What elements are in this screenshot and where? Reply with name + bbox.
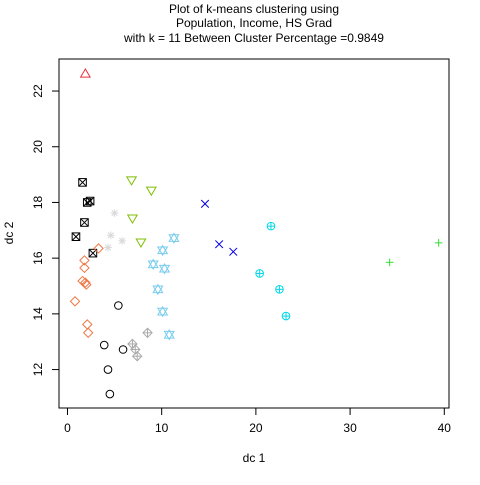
chart-title: Plot of k-means clustering using Populat… — [123, 2, 384, 45]
data-point — [114, 301, 123, 310]
y-tick-label: 16 — [31, 251, 45, 265]
y-tick-label: 22 — [31, 84, 45, 98]
data-point — [79, 68, 92, 78]
data-point — [80, 218, 89, 227]
y-tick-label: 20 — [31, 140, 45, 154]
data-point — [85, 196, 95, 206]
cluster-5 — [255, 221, 291, 321]
data-point — [168, 232, 180, 244]
data-point — [105, 389, 115, 399]
y-tick-label: 12 — [31, 363, 45, 377]
data-point — [104, 243, 112, 252]
cluster-4 — [200, 199, 238, 256]
data-point — [125, 176, 138, 186]
chart-title-line-3: with k = 11 Between Cluster Percentage =… — [123, 31, 384, 45]
data-point — [69, 296, 81, 307]
y-axis-label: dc 2 — [2, 221, 16, 244]
x-tick-label: 40 — [438, 421, 452, 435]
data-point — [126, 214, 139, 225]
cluster-10 — [127, 327, 153, 362]
data-point — [80, 277, 91, 288]
cluster-7 — [104, 209, 126, 252]
x-tick-label: 0 — [64, 421, 71, 435]
cluster-9 — [147, 232, 180, 341]
data-point — [81, 279, 92, 290]
data-point — [127, 338, 138, 350]
data-point — [135, 238, 147, 249]
data-point — [110, 209, 119, 217]
data-point — [118, 237, 126, 245]
data-point — [142, 327, 153, 339]
chart-title-line-1: Plot of k-means clustering using — [169, 2, 339, 16]
x-tick-label: 20 — [249, 421, 263, 435]
data-point — [78, 178, 87, 187]
data-point — [71, 232, 81, 242]
data-point — [214, 240, 224, 249]
data-point — [158, 262, 171, 275]
data-point — [131, 350, 143, 362]
data-point — [145, 186, 157, 197]
data-point — [88, 248, 98, 258]
data-point — [93, 243, 104, 254]
x-tick-label: 30 — [343, 421, 357, 435]
data-point — [385, 258, 394, 267]
x-axis: 0 10 20 30 40 — [64, 407, 452, 435]
cluster-6 — [385, 239, 443, 267]
data-point — [156, 305, 169, 318]
data-point — [79, 255, 90, 266]
y-tick-label: 14 — [31, 307, 45, 321]
data-points — [69, 68, 443, 399]
data-point — [434, 239, 443, 247]
cluster-8 — [69, 243, 104, 339]
y-tick-label: 18 — [31, 195, 45, 209]
data-point — [229, 247, 238, 256]
data-point — [118, 345, 128, 354]
data-point — [147, 258, 159, 271]
cluster-1 — [79, 68, 92, 78]
chart-title-line-2: Population, Income, HS Grad — [176, 16, 332, 30]
data-point — [200, 199, 210, 208]
data-point — [266, 221, 276, 231]
cluster-2 — [71, 178, 98, 258]
data-point — [281, 311, 291, 321]
cluster-3 — [125, 176, 157, 249]
data-point — [163, 329, 175, 341]
data-point — [79, 262, 90, 274]
plot-box — [58, 58, 450, 409]
y-axis: 12 14 16 18 20 22 — [31, 84, 60, 377]
cluster-11 — [99, 301, 128, 399]
data-point — [156, 244, 169, 257]
data-point — [107, 231, 115, 240]
data-point — [103, 365, 113, 374]
data-point — [81, 319, 93, 330]
data-point — [99, 340, 109, 350]
data-point — [82, 327, 94, 339]
x-tick-label: 10 — [155, 421, 169, 435]
data-point — [152, 283, 164, 296]
x-axis-label: dc 1 — [243, 451, 266, 465]
data-point — [275, 285, 284, 294]
data-point — [255, 269, 264, 278]
